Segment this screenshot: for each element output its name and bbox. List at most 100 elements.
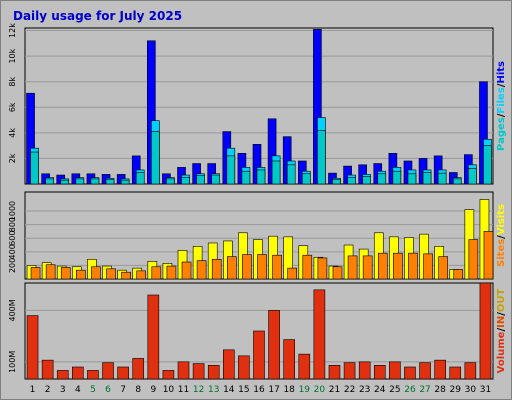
middle-bar-sites [30,267,41,280]
top-bar-pages [362,176,371,185]
middle-bar-sites [45,264,56,280]
middle-bar-sites [287,267,297,280]
bottom-label-part: / [496,328,507,332]
middle-bar-sites [453,269,464,280]
top-bar-pages [407,173,417,185]
day-label: 20 [314,385,326,395]
top-bar-pages [437,172,447,185]
day-label: 4 [75,385,81,395]
bottom-bar-volume [434,359,446,380]
top-bar-pages [347,177,356,185]
middle-tick-label: 200 [8,258,17,273]
day-label: 28 [434,385,446,395]
top-bar-pages [271,160,281,185]
day-label: 3 [60,385,66,395]
day-label: 1 [30,385,36,395]
bottom-tick-label: 400M [8,299,17,321]
middle-bar-sites [91,266,101,280]
middle-bar-sites [408,252,418,280]
middle-bar-sites [211,258,222,280]
middle-bar-sites [468,239,479,280]
top-bar-pages [105,179,115,185]
day-label: 16 [253,385,265,395]
day-label: 8 [135,385,141,395]
bottom-bar-volume [56,370,69,380]
middle-bar-sites [393,252,403,280]
middle-bar-sites [257,254,267,280]
top-bar-pages [377,173,387,185]
top-bar-pages [468,168,477,185]
bottom-bar-volume [192,363,205,380]
middle-bar-sites [76,269,86,280]
top-tick-label: 10k [8,48,17,63]
bottom-bar-volume [72,366,84,380]
day-label: 13 [208,385,219,395]
bottom-bar-volume [41,359,54,380]
top-bar-pages [120,179,130,185]
day-label: 18 [283,385,295,395]
bottom-bar-volume [253,330,265,380]
middle-bar-sites [317,257,328,280]
middle-bar-sites [106,268,116,280]
day-label: 9 [150,385,156,395]
middle-tick-label: 800 [8,217,17,232]
day-label: 17 [268,385,279,395]
top-label-part: Files [496,87,507,113]
middle-bar-sites [347,255,358,280]
bottom-bar-volume [404,366,416,380]
middle-tick-label: 1000 [8,201,17,221]
bottom-bar-volume [26,315,39,380]
day-label: 29 [450,385,462,395]
day-label: 22 [344,385,355,395]
top-bar-pages [256,169,266,185]
day-label: 14 [223,385,235,395]
top-bar-pages [75,178,85,185]
top-bar-pages [166,178,175,185]
middle-series-label: Sites/Visits [496,204,507,267]
day-label: 19 [299,385,311,395]
top-bar-pages [181,177,190,185]
bottom-label-part: IN [496,316,507,328]
day-label: 15 [238,385,249,395]
middle-bar-sites [181,261,192,280]
day-label: 2 [45,385,51,395]
bottom-bar-volume [298,353,311,380]
top-bar-pages [30,151,39,185]
middle-bar-sites [166,265,177,280]
bottom-bar-volume [87,370,99,380]
middle-label-part: Visits [496,204,507,235]
middle-bar-sites [438,256,448,280]
bottom-bar-volume [343,362,356,380]
middle-bar-sites [272,254,282,280]
top-bar-pages [286,164,296,185]
bottom-label-part: OUT [496,288,507,312]
chart-title: Daily usage for July 2025 [13,9,182,23]
top-tick-label: 2k [8,153,17,163]
bottom-series-label: Volume/IN/OUT [496,288,507,373]
bottom-bar-volume [479,282,492,380]
top-bar-pages [90,178,100,185]
middle-bar-sites [242,254,252,280]
top-series-label: Pages/Files/Hits [496,61,507,151]
bottom-bar-volume [283,339,295,380]
day-label: 10 [163,385,175,395]
day-label: 25 [389,385,400,395]
middle-bar-sites [483,231,494,280]
day-label: 27 [419,385,430,395]
middle-bar-sites [121,271,131,280]
middle-bar-sites [377,252,388,280]
bottom-bar-volume [358,361,371,380]
top-bar-pages [196,175,205,185]
middle-bar-sites [423,253,433,280]
day-label: 31 [480,385,491,395]
middle-bar-sites [60,267,71,280]
middle-tick-label: 400 [8,244,17,259]
bottom-bar-volume [419,362,431,380]
middle-bar-sites [227,256,237,280]
bottom-bar-volume [449,366,462,380]
bottom-bar-volume [102,362,114,380]
top-bar-pages [60,179,70,185]
middle-label-part: Sites [496,239,507,267]
